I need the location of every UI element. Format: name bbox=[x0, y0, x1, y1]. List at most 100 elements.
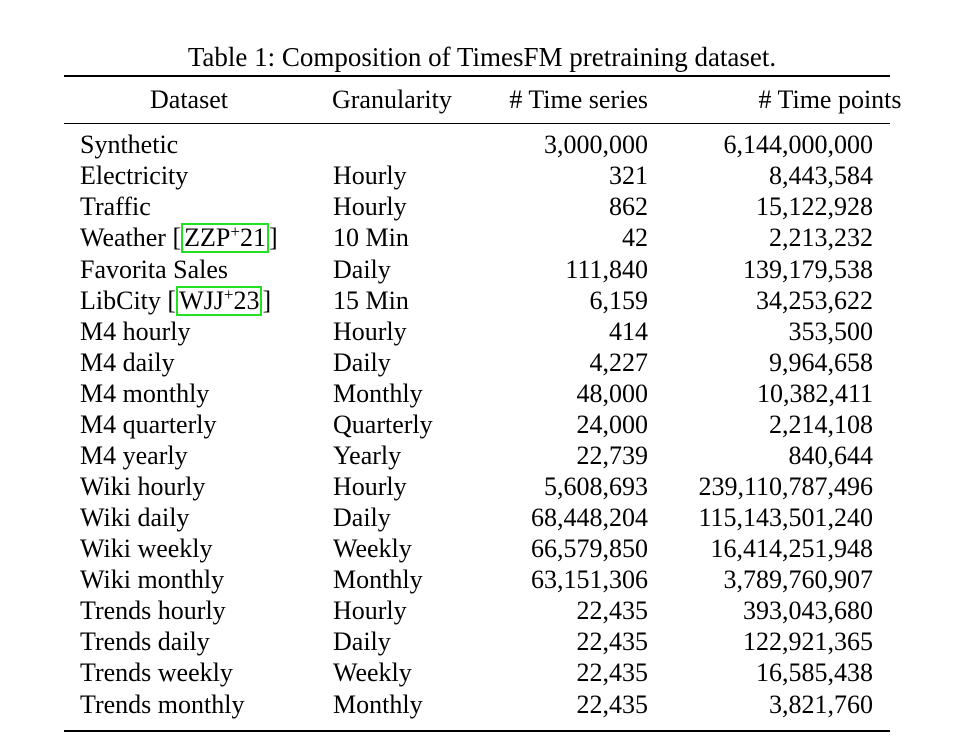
cell-granularity: Monthly bbox=[333, 379, 423, 408]
bottom-rule bbox=[64, 730, 890, 732]
cell-time-series: 5,608,693 bbox=[544, 472, 648, 501]
citation-plus: + bbox=[223, 285, 234, 304]
cell-granularity: Hourly bbox=[333, 472, 407, 501]
cell-time-points: 16,585,438 bbox=[756, 658, 873, 687]
cell-time-series: 22,435 bbox=[576, 627, 649, 656]
citation-link[interactable]: WJJ+23 bbox=[176, 285, 263, 316]
cell-dataset: Trends hourly bbox=[80, 596, 226, 625]
cell-dataset: Wiki weekly bbox=[80, 534, 213, 563]
cell-dataset: M4 hourly bbox=[80, 317, 191, 346]
cell-time-series: 68,448,204 bbox=[531, 503, 648, 532]
cell-dataset: Wiki monthly bbox=[80, 565, 225, 594]
cell-dataset: M4 quarterly bbox=[80, 410, 217, 439]
cell-granularity: Daily bbox=[333, 627, 391, 656]
citation-authors: ZZP bbox=[184, 223, 231, 252]
table-row: M4 yearly Yearly 22,739 840,644 bbox=[0, 440, 964, 471]
table-row: Favorita Sales Daily 111,840 139,179,538 bbox=[0, 254, 964, 285]
header-time-series: # Time series bbox=[509, 85, 648, 114]
cell-dataset: Trends daily bbox=[80, 627, 210, 656]
table-row: Synthetic 3,000,000 6,144,000,000 bbox=[0, 129, 964, 160]
cell-granularity: Monthly bbox=[333, 565, 423, 594]
table-row: M4 daily Daily 4,227 9,964,658 bbox=[0, 347, 964, 378]
cell-time-points: 239,110,787,496 bbox=[698, 472, 873, 501]
cell-time-series: 321 bbox=[609, 161, 648, 190]
cell-time-points: 3,821,760 bbox=[769, 690, 873, 719]
dataset-name: Weather bbox=[80, 223, 166, 252]
cell-granularity: Hourly bbox=[333, 596, 407, 625]
cell-granularity: Yearly bbox=[333, 441, 402, 470]
cell-dataset: Trends weekly bbox=[80, 658, 233, 687]
cell-time-points: 9,964,658 bbox=[769, 348, 873, 377]
cell-time-series: 4,227 bbox=[589, 348, 649, 377]
table-caption: Table 1: Composition of TimesFM pretrain… bbox=[187, 42, 777, 72]
cell-granularity: 15 Min bbox=[333, 286, 409, 315]
cell-dataset: Wiki daily bbox=[80, 503, 190, 532]
table-header-row: Dataset Granularity # Time series # Time… bbox=[0, 84, 964, 115]
cell-time-series: 111,840 bbox=[565, 255, 648, 284]
cell-granularity: Quarterly bbox=[333, 410, 433, 439]
cell-granularity: 10 Min bbox=[333, 223, 409, 252]
table-row: Trends daily Daily 22,435 122,921,365 bbox=[0, 626, 964, 657]
table-row: Wiki hourly Hourly 5,608,693 239,110,787… bbox=[0, 471, 964, 502]
table-row: Electricity Hourly 321 8,443,584 bbox=[0, 160, 964, 191]
cell-time-points: 840,644 bbox=[788, 441, 874, 470]
cell-time-series: 6,159 bbox=[589, 286, 649, 315]
cell-time-points: 8,443,584 bbox=[769, 161, 873, 190]
cell-time-points: 115,143,501,240 bbox=[698, 503, 873, 532]
cell-time-points: 3,789,760,907 bbox=[723, 565, 874, 594]
table-row: M4 monthly Monthly 48,000 10,382,411 bbox=[0, 378, 964, 409]
cell-time-points: 15,122,928 bbox=[756, 192, 873, 221]
cell-time-points: 139,179,538 bbox=[743, 255, 873, 284]
cell-dataset: Wiki hourly bbox=[80, 472, 206, 501]
cell-dataset: Favorita Sales bbox=[80, 255, 229, 284]
table-row: Wiki monthly Monthly 63,151,306 3,789,76… bbox=[0, 564, 964, 595]
cell-time-series: 22,739 bbox=[576, 441, 649, 470]
cell-granularity: Hourly bbox=[333, 161, 407, 190]
citation-plus: + bbox=[230, 222, 240, 241]
cell-granularity: Weekly bbox=[333, 658, 412, 687]
header-granularity: Granularity bbox=[332, 85, 452, 114]
cell-time-points: 6,144,000,000 bbox=[723, 130, 874, 159]
cell-granularity: Daily bbox=[333, 503, 391, 532]
cell-dataset: Trends monthly bbox=[80, 690, 245, 719]
table-row: Traffic Hourly 862 15,122,928 bbox=[0, 191, 964, 222]
citation-year: 23 bbox=[233, 286, 260, 315]
cell-time-series: 862 bbox=[609, 192, 648, 221]
table-row: Trends hourly Hourly 22,435 393,043,680 bbox=[0, 595, 964, 626]
cell-granularity: Hourly bbox=[333, 192, 407, 221]
top-rule bbox=[64, 75, 890, 77]
cell-time-series: 3,000,000 bbox=[544, 130, 648, 159]
cell-dataset: Traffic bbox=[80, 192, 151, 221]
cell-time-series: 22,435 bbox=[576, 596, 649, 625]
cell-granularity: Weekly bbox=[333, 534, 412, 563]
citation-authors: WJJ bbox=[179, 286, 224, 315]
header-time-points: # Time points bbox=[758, 85, 902, 114]
cell-time-series: 63,151,306 bbox=[531, 565, 648, 594]
cell-dataset: M4 monthly bbox=[80, 379, 210, 408]
table-row: Trends weekly Weekly 22,435 16,585,438 bbox=[0, 657, 964, 688]
table-row: LibCity [WJJ+23] 15 Min 6,159 34,253,622 bbox=[0, 285, 964, 316]
table-row: M4 hourly Hourly 414 353,500 bbox=[0, 316, 964, 347]
header-rule bbox=[64, 123, 890, 124]
cell-time-points: 353,500 bbox=[788, 317, 874, 346]
cell-time-series: 22,435 bbox=[576, 690, 649, 719]
cell-granularity: Daily bbox=[333, 255, 391, 284]
cell-time-series: 22,435 bbox=[576, 658, 649, 687]
cell-dataset: LibCity [WJJ+23] bbox=[80, 285, 272, 316]
cell-time-points: 10,382,411 bbox=[756, 379, 873, 408]
table-row: M4 quarterly Quarterly 24,000 2,214,108 bbox=[0, 409, 964, 440]
citation-link[interactable]: ZZP+21 bbox=[181, 223, 269, 253]
cell-dataset: M4 daily bbox=[80, 348, 175, 377]
cell-granularity: Daily bbox=[333, 348, 391, 377]
cell-time-points: 16,414,251,948 bbox=[710, 534, 874, 563]
cell-time-points: 2,214,108 bbox=[769, 410, 873, 439]
cell-time-series: 48,000 bbox=[576, 379, 649, 408]
cell-time-points: 34,253,622 bbox=[756, 286, 873, 315]
table-row: Wiki weekly Weekly 66,579,850 16,414,251… bbox=[0, 533, 964, 564]
table-row: Wiki daily Daily 68,448,204 115,143,501,… bbox=[0, 502, 964, 533]
cell-granularity: Monthly bbox=[333, 690, 423, 719]
cell-dataset: Weather [ZZP+21] bbox=[80, 222, 278, 253]
header-dataset: Dataset bbox=[150, 85, 228, 114]
cell-time-series: 66,579,850 bbox=[531, 534, 648, 563]
